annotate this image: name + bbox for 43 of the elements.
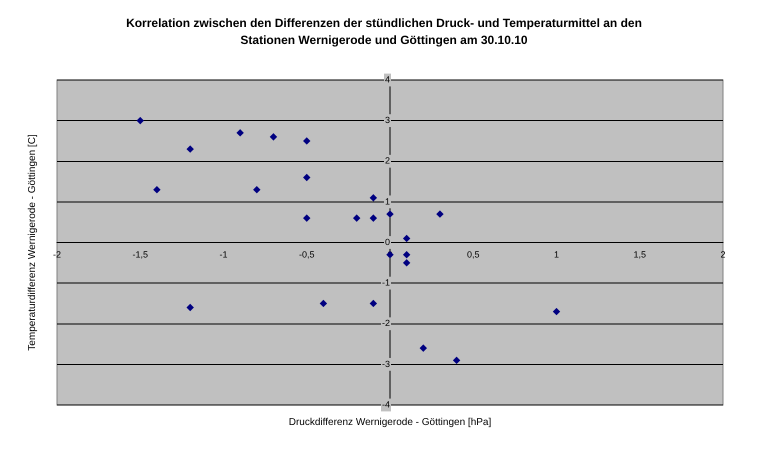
y-tick-label: 1 xyxy=(384,196,390,206)
point xyxy=(320,300,327,307)
y-tick-label: 0 xyxy=(384,236,390,247)
y-tick-label: 2 xyxy=(384,156,390,166)
point xyxy=(403,251,410,258)
y-tick-label: -3 xyxy=(382,358,390,369)
y-tick-label: 3 xyxy=(384,115,390,126)
x-tick-label: 1,5 xyxy=(633,249,646,260)
point xyxy=(370,194,377,202)
point xyxy=(386,210,394,218)
point xyxy=(270,133,277,140)
y-tick-label: 4 xyxy=(384,74,390,84)
x-tick-label: -1,5 xyxy=(132,249,148,260)
point xyxy=(436,210,444,218)
point xyxy=(186,146,194,153)
x-tick-label: -0,5 xyxy=(298,249,315,260)
x-tick-label: 1 xyxy=(554,249,560,260)
point xyxy=(136,117,144,124)
x-tick-label: -1 xyxy=(219,249,228,260)
point xyxy=(553,308,560,316)
x-tick-label: -2 xyxy=(52,249,62,260)
point xyxy=(153,186,160,194)
point xyxy=(236,129,244,136)
point xyxy=(253,186,260,194)
y-axis-title: Temperaturdifferenz Wernigerode - Göttingen [C] xyxy=(27,134,38,351)
point xyxy=(186,304,194,311)
point xyxy=(453,356,460,364)
x-tick-label: 0,5 xyxy=(466,249,480,260)
point xyxy=(303,174,310,181)
point xyxy=(420,344,427,352)
point xyxy=(353,214,360,222)
y-tick-label: -4 xyxy=(382,399,390,410)
x-tick-label: 2 xyxy=(720,249,726,260)
point xyxy=(370,214,377,222)
point xyxy=(403,234,410,242)
x-axis-title: Druckdifferenz Wernigerode - Göttingen [hPa] xyxy=(288,417,492,428)
point xyxy=(403,259,410,266)
point xyxy=(303,137,310,144)
point xyxy=(303,214,310,222)
point xyxy=(370,300,377,307)
y-tick-label: -2 xyxy=(382,318,390,328)
y-tick-label: -1 xyxy=(382,278,390,288)
chart-title: Korrelation zwischen den Differenzen der stündlichen Druck- und Temperaturmittel an den Stationen Wernigerode und Göttingen am 30.10.10 xyxy=(125,15,643,49)
